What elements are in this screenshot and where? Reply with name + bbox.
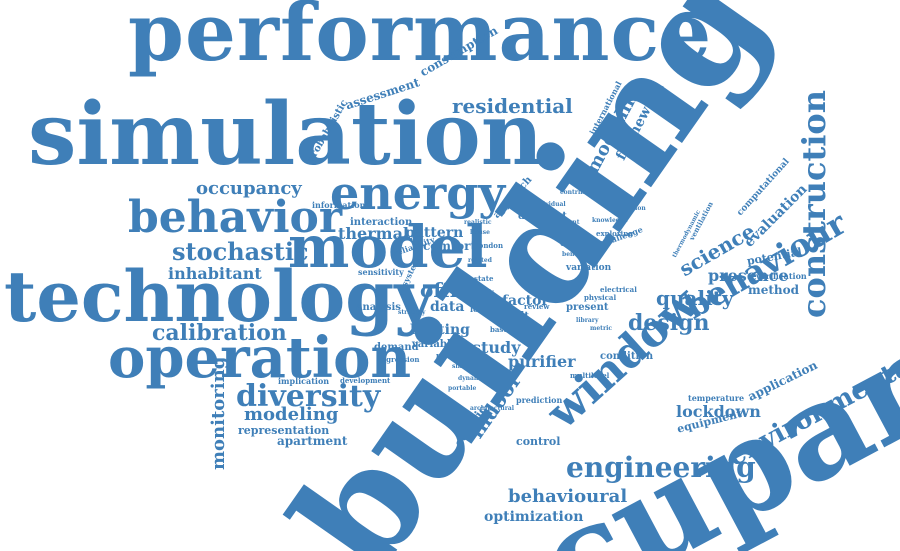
word-physical: physical [584, 293, 617, 302]
word-inhabitant: inhabitant [168, 264, 262, 283]
word-variable: variable [412, 339, 457, 350]
word-impact: impact [412, 321, 439, 330]
word-tools: tools [478, 289, 495, 296]
word-engineering: engineering [566, 451, 756, 484]
word-diversity: diversity [236, 379, 381, 414]
word-purifier: purifier [508, 352, 576, 371]
word-heating: heating [410, 322, 470, 338]
word-energy: energy [330, 166, 506, 220]
word-library: library [576, 317, 599, 324]
word-behavior: behavior [128, 192, 343, 243]
word-interaction: interaction [350, 217, 413, 228]
word-actual: actual [396, 235, 417, 242]
word-monitoring: monitoring [208, 356, 229, 470]
word-optimization: optimization [484, 509, 584, 525]
word-modeling: modeling [244, 404, 339, 425]
word-temperature: temperature [688, 393, 745, 403]
word-design: design [628, 310, 710, 336]
word-performance: performance [128, 0, 713, 79]
word-model: model [288, 213, 488, 281]
word-architectural: architectural [470, 405, 515, 412]
word-development: development [340, 376, 391, 385]
word-benefit: benefit [562, 251, 586, 258]
word-london: london [476, 241, 504, 250]
word-simulation: simulation [28, 84, 544, 185]
word-house: house [470, 229, 490, 236]
word-load: load [470, 304, 490, 314]
word-opening: opening [548, 229, 580, 238]
word-residential: residential [452, 94, 573, 118]
word-office: office [420, 278, 483, 302]
word-implication: implication [278, 376, 330, 386]
word-verification: verification [756, 271, 807, 281]
word-result: result [496, 311, 529, 322]
word-thermal: thermal [338, 224, 410, 243]
word-technology: technology [4, 255, 435, 338]
word-significant: significant [544, 219, 580, 226]
word-dynamic: dynamic [458, 375, 487, 382]
word-factor: factor [502, 293, 549, 309]
word-stochastic: stochastic [172, 237, 309, 266]
word-quality: quality [656, 286, 734, 310]
word-exploring: exploring [596, 229, 634, 238]
word-analysis: analysis [356, 302, 401, 313]
word-presence: presence [708, 266, 789, 285]
word-comfort: comfort [423, 239, 477, 253]
word-condition: condition [600, 351, 654, 362]
word-electrical: electrical [600, 285, 637, 294]
word-individual: individual [532, 201, 566, 208]
word-efficiency: efficiency [560, 239, 609, 249]
word-study: study [472, 338, 521, 357]
word-strategy: strategy [398, 309, 426, 316]
word-behavioural: behavioural [508, 486, 628, 507]
word-simplified: simplified [452, 363, 486, 370]
word-pattern: pattern [405, 225, 464, 241]
word-occupancy: occupancy [196, 178, 302, 199]
word-portable: portable [448, 385, 477, 392]
word-research: research [436, 351, 471, 360]
word-different: different [518, 211, 567, 222]
word-lockdown: lockdown [676, 402, 761, 421]
word-operation: operation [108, 325, 412, 391]
word-representation: representation [238, 424, 330, 437]
word-based: based [490, 325, 513, 334]
word-method: method [748, 283, 799, 297]
word-knowledge: knowledge [592, 217, 628, 224]
word-calibration: calibration [152, 320, 287, 346]
word-variation: variation [566, 263, 612, 273]
word-contribution: contribution [560, 189, 603, 196]
word-control: control [516, 435, 561, 448]
word-innovation: innovation [610, 205, 646, 212]
word-metric: metric [590, 325, 613, 332]
word-review: review [524, 302, 550, 311]
word-realistic: realistic [464, 219, 492, 226]
word-regression: regression [378, 355, 420, 364]
word-information: information [312, 200, 366, 210]
word-prediction: prediction [516, 395, 563, 405]
word-data: data [430, 299, 465, 315]
word-present: present [566, 302, 609, 313]
word-related: related [468, 257, 492, 264]
word-multilevel: multilevel [570, 371, 610, 380]
word-apartment: apartment [277, 434, 348, 448]
word-demand: demand [374, 342, 419, 353]
word-sensitivity: sensitivity [358, 267, 404, 277]
word-state: state [474, 274, 494, 283]
word-construction: construction [795, 89, 833, 318]
